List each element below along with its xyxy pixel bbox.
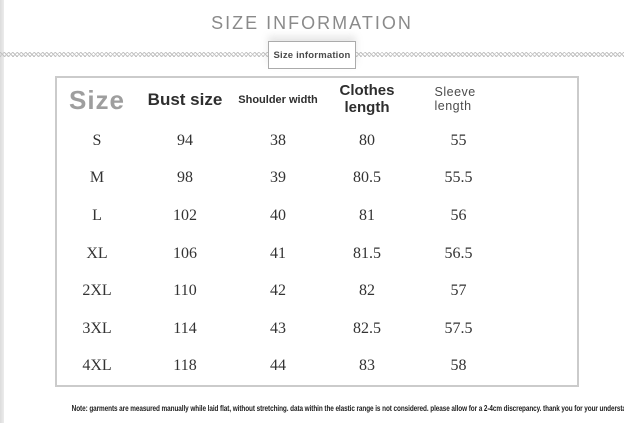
table-row: 3XL 114 43 82.5 57.5 [57, 310, 577, 348]
cell-sleeve: 57.5 [444, 319, 473, 337]
cell-size: 3XL [82, 319, 112, 337]
table-row: 4XL 118 44 83 58 [57, 347, 577, 385]
table-row: S 94 38 80 55 [57, 122, 577, 160]
size-information-tab-label: Size information [273, 49, 351, 61]
table-row: XL 106 41 81.5 56.5 [57, 235, 577, 273]
cell-clothes: 81 [359, 206, 375, 224]
cell-shoulder: 44 [270, 357, 286, 375]
cell-shoulder: 39 [270, 169, 286, 187]
measurement-note-container: Note: garments are measured manually whi… [0, 398, 624, 416]
cell-size: S [92, 131, 102, 149]
cell-bust: 110 [173, 282, 197, 300]
cell-size: 4XL [82, 357, 112, 375]
size-table: Size Bust size Shoulder width Clothes le… [55, 76, 579, 387]
page-edge-strip [0, 0, 4, 423]
cell-bust: 98 [177, 169, 193, 187]
table-row: L 102 40 81 56 [57, 197, 577, 235]
cell-sleeve: 56 [450, 206, 467, 224]
cell-size: L [92, 206, 102, 224]
cell-clothes: 80 [359, 131, 375, 149]
column-header-clothes-length: Clothes length [339, 82, 395, 116]
table-header-row: Size Bust size Shoulder width Clothes le… [57, 78, 577, 122]
cell-size: M [89, 169, 105, 187]
cell-bust: 106 [173, 244, 197, 262]
cell-shoulder: 41 [270, 244, 286, 262]
size-information-tab[interactable]: Size information [268, 41, 356, 69]
cell-bust: 94 [177, 131, 193, 149]
cell-sleeve: 57 [450, 282, 467, 300]
cell-size: 2XL [82, 282, 112, 300]
measurement-note: Note: garments are measured manually whi… [71, 404, 624, 413]
cell-size: XL [86, 244, 108, 262]
cell-shoulder: 40 [270, 206, 286, 224]
cell-sleeve: 56.5 [444, 244, 473, 262]
cell-clothes: 80.5 [353, 169, 381, 187]
cell-shoulder: 43 [270, 319, 286, 337]
page-title: SIZE INFORMATION [211, 13, 413, 33]
cell-sleeve: 55.5 [444, 169, 473, 187]
column-header-size: Size [68, 84, 126, 115]
cell-bust: 102 [173, 206, 197, 224]
cell-bust: 114 [173, 319, 197, 337]
table-row: 2XL 110 42 82 57 [57, 272, 577, 310]
cell-sleeve: 58 [450, 357, 467, 375]
cell-shoulder: 42 [270, 282, 286, 300]
cell-clothes: 82 [359, 282, 375, 300]
cell-clothes: 82.5 [353, 319, 381, 337]
table-row: M 98 39 80.5 55.5 [57, 160, 577, 198]
column-header-bust-size: Bust size [147, 90, 223, 109]
column-header-sleeve-length: Sleeve length [434, 84, 476, 114]
column-header-shoulder-width: Shoulder width [238, 94, 318, 106]
cell-bust: 118 [173, 357, 197, 375]
cell-clothes: 81.5 [353, 244, 381, 262]
cell-clothes: 83 [359, 357, 375, 375]
cell-shoulder: 38 [270, 131, 286, 149]
cell-sleeve: 55 [450, 131, 467, 149]
